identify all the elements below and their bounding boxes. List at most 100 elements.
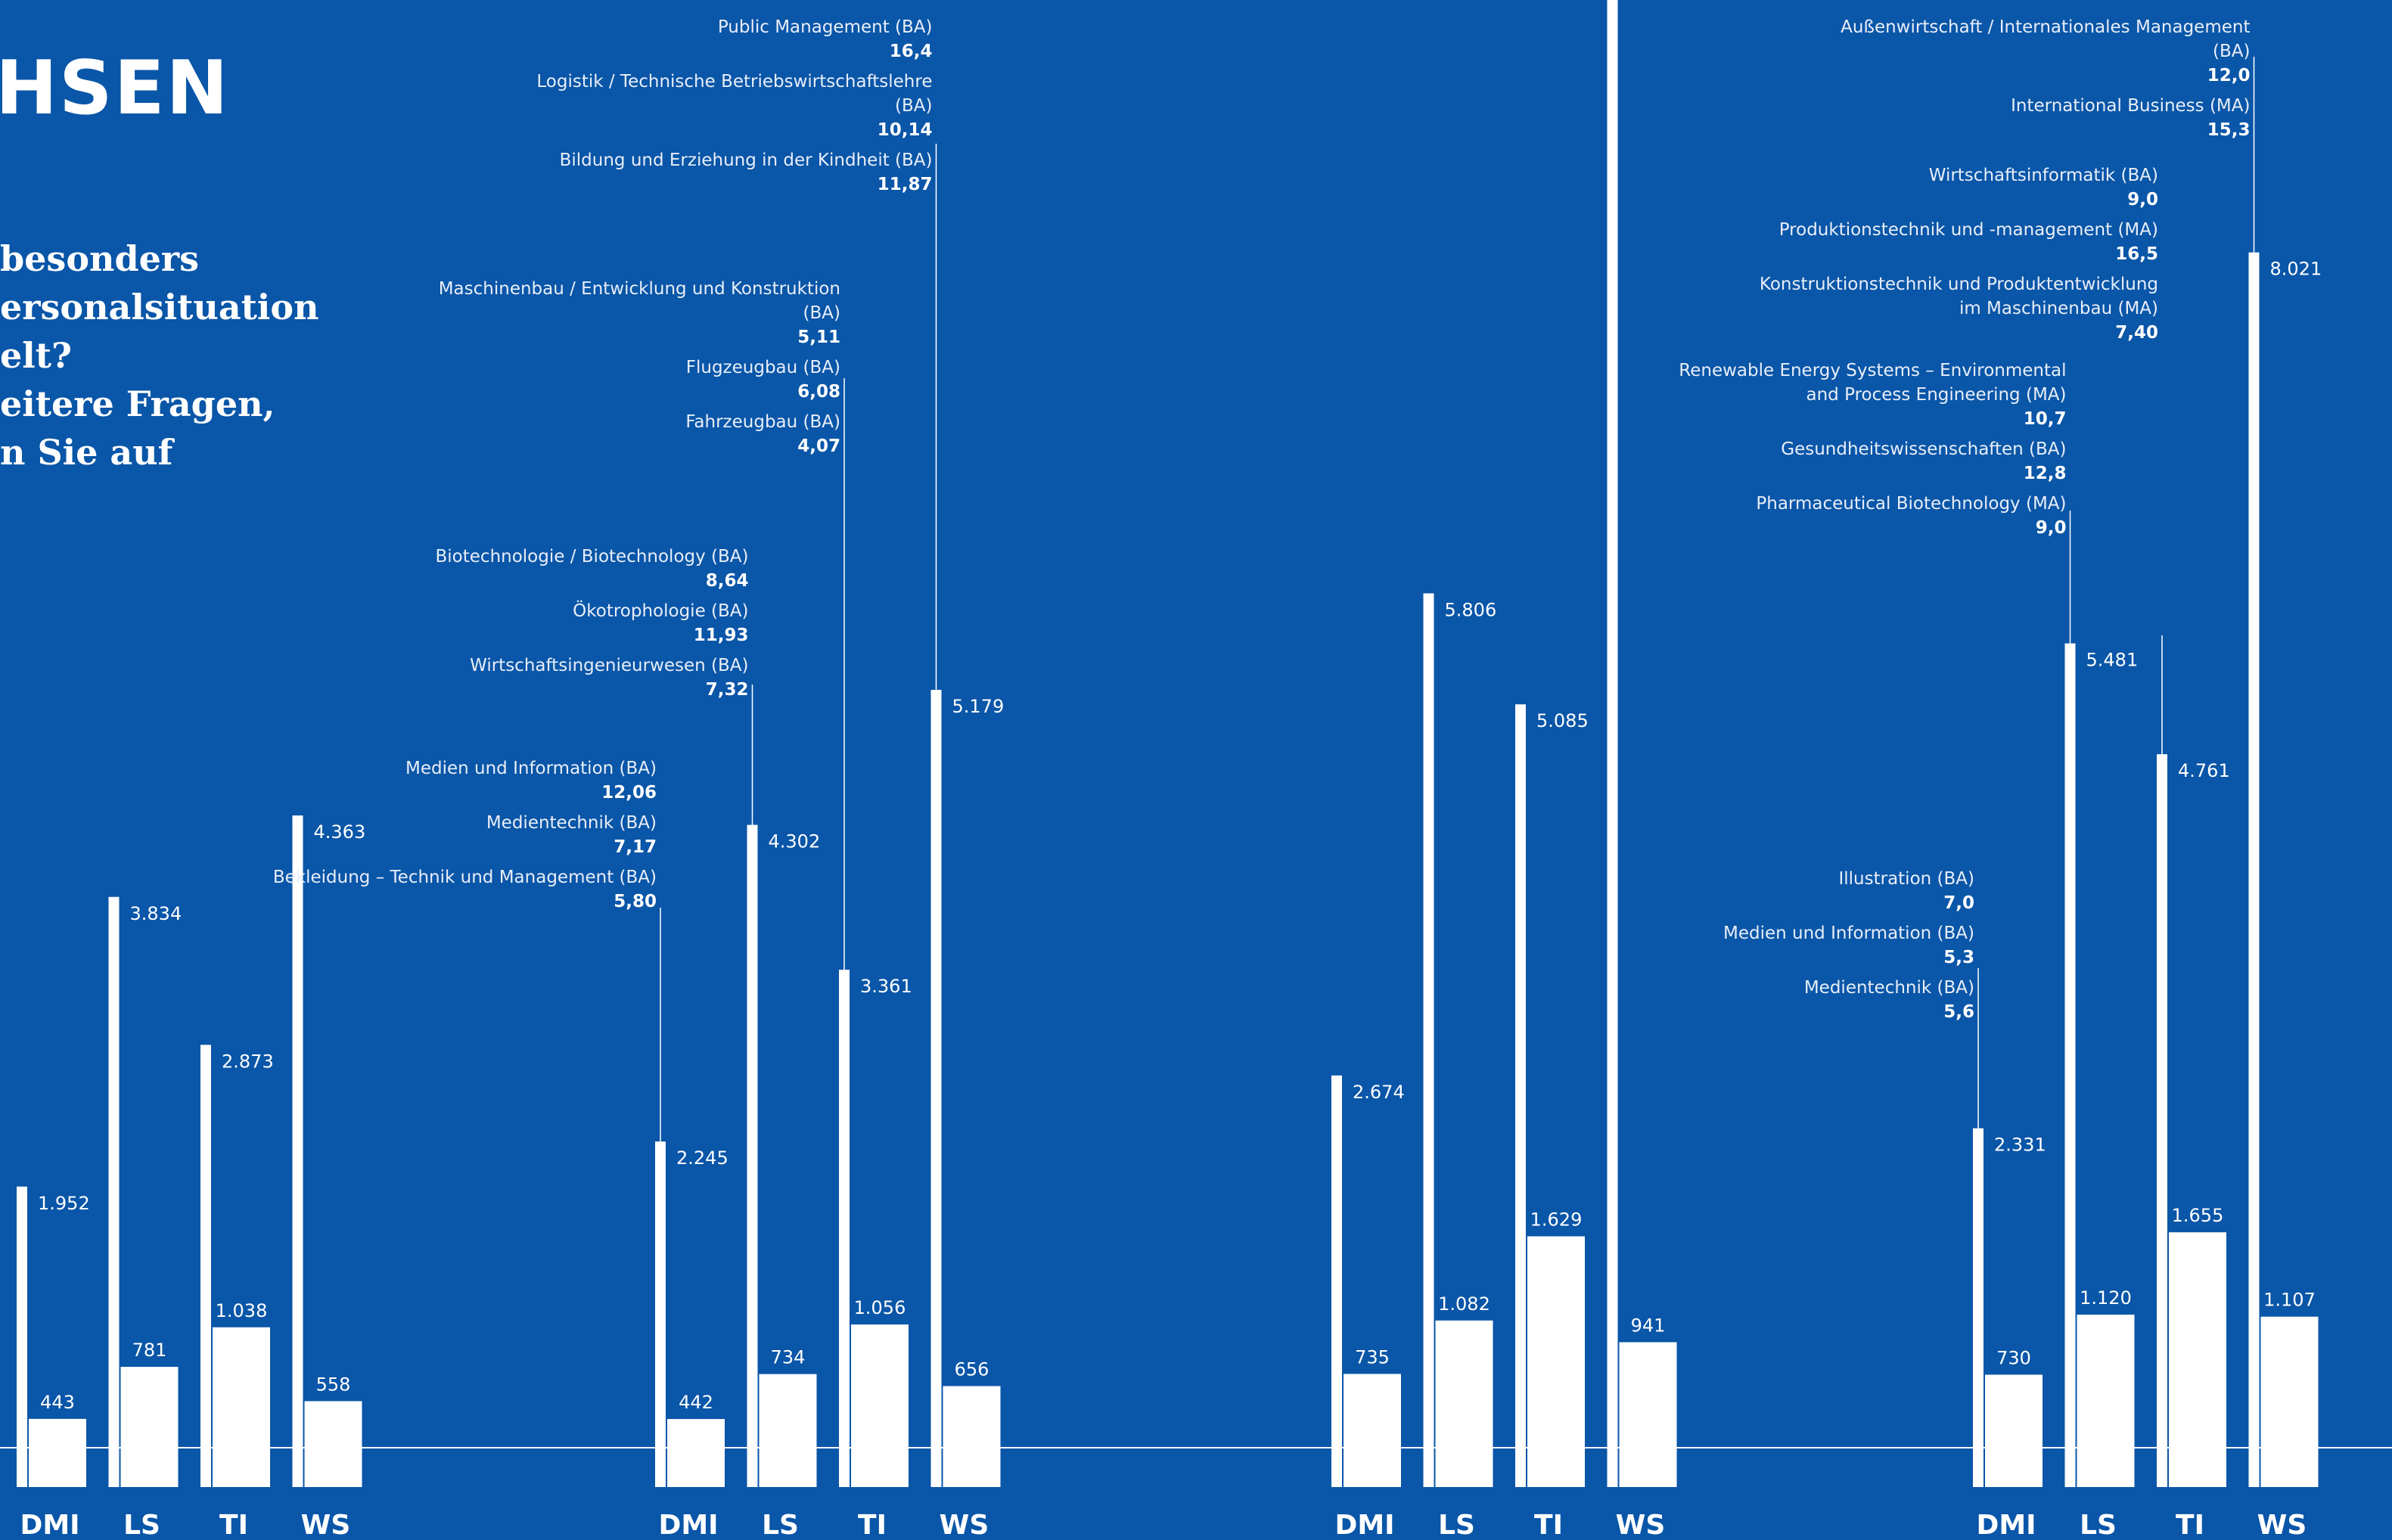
question-line: besonders xyxy=(0,238,200,279)
bar-subset xyxy=(759,1374,817,1487)
annotation-value: 16,5 xyxy=(2115,244,2158,264)
bar-total xyxy=(1607,0,1618,1487)
bar-total xyxy=(292,815,303,1487)
annotation-value: 12,06 xyxy=(601,783,657,803)
data-label-subset: 1.082 xyxy=(1438,1293,1490,1315)
annotation-value: 7,17 xyxy=(614,837,657,857)
bar-subset xyxy=(2260,1316,2319,1487)
annotation-program-name: Bekleidung – Technik und Management (BA) xyxy=(272,868,657,887)
annotation-item: Wirtschaftsinformatik (BA) 9,0 xyxy=(1735,163,2158,212)
annotation-item: Gesundheitswissenschaften (BA) 12,8 xyxy=(1643,437,2067,486)
annotation-value: 10,7 xyxy=(2023,409,2067,429)
bar-annotation: Medien und Information (BA) 12,06 Mediente… xyxy=(273,756,657,920)
annotation-item: International Business (MA) 15,3 xyxy=(1827,94,2250,142)
annotation-program-name: Renewable Energy Systems – Environmental… xyxy=(1679,361,2067,405)
annotation-value: 7,40 xyxy=(2115,323,2158,343)
data-label-total: 4.363 xyxy=(314,821,366,843)
bar-annotation: Maschinenbau / Entwicklung und Konstrukt… xyxy=(417,277,840,464)
annotation-value: 16,4 xyxy=(889,42,933,61)
bar-annotation: Renewable Energy Systems – Environmental… xyxy=(1643,359,2067,546)
annotation-program-name: Wirtschaftsingenieurwesen (BA) xyxy=(470,656,749,675)
bar-total xyxy=(1331,1075,1342,1487)
annotation-value: 6,08 xyxy=(797,382,840,402)
annotation-value: 11,93 xyxy=(693,626,749,645)
annotation-item: Medientechnik (BA) 5,6 xyxy=(1723,976,1974,1024)
annotation-program-name: Ökotrophologie (BA) xyxy=(573,601,749,621)
question-line: elt? xyxy=(0,335,72,376)
annotation-item: Ökotrophologie (BA) 11,93 xyxy=(436,599,749,647)
bar-subset xyxy=(1435,1320,1493,1487)
data-label-total: 5.085 xyxy=(1536,710,1589,731)
annotation-item: Fahrzeugbau (BA) 4,07 xyxy=(417,410,840,458)
data-label-subset: 734 xyxy=(771,1347,806,1368)
annotation-value: 7,32 xyxy=(705,680,749,700)
bar-subset xyxy=(851,1324,909,1487)
bar-total xyxy=(108,896,120,1487)
data-label-subset: 1.107 xyxy=(2263,1290,2316,1311)
category-label: WS xyxy=(301,1510,351,1540)
category-label: TI xyxy=(858,1510,887,1540)
bar-total xyxy=(200,1045,211,1487)
data-label-total: 4.761 xyxy=(2178,760,2230,781)
annotation-value: 12,8 xyxy=(2023,464,2067,483)
data-label-total: 5.179 xyxy=(952,696,1005,717)
bar-total xyxy=(2157,754,2167,1487)
bar-total xyxy=(1423,593,1434,1487)
data-label-subset: 735 xyxy=(1355,1346,1390,1368)
bar-annotation: Biotechnologie / Biotechnology (BA) 8,64 Ö… xyxy=(436,545,749,708)
data-label-total: 8.021 xyxy=(2270,259,2322,280)
annotation-program-name: Biotechnologie / Biotechnology (BA) xyxy=(435,547,749,567)
category-label: DMI xyxy=(1334,1510,1394,1540)
bar-total xyxy=(1515,704,1526,1487)
data-label-subset: 656 xyxy=(955,1359,989,1380)
annotation-program-name: Konstruktionstechnik und Produktentwickl… xyxy=(1759,275,2158,318)
bar-subset xyxy=(213,1327,270,1487)
category-label: LS xyxy=(123,1510,160,1540)
category-label: WS xyxy=(1616,1510,1666,1540)
bar-subset xyxy=(304,1401,362,1487)
annotation-program-name: Gesundheitswissenschaften (BA) xyxy=(1781,439,2067,459)
annotation-item: Illustration (BA) 7,0 xyxy=(1723,867,1974,915)
annotation-program-name: Medien und Information (BA) xyxy=(1723,924,1974,943)
data-label-subset: 1.629 xyxy=(1530,1209,1583,1230)
annotation-item: Außenwirtschaft / Internationales Manage… xyxy=(1827,15,2251,88)
annotation-value: 5,6 xyxy=(1943,1002,1974,1022)
data-label-total: 5.806 xyxy=(1445,599,1497,620)
data-label-total: 2.674 xyxy=(1353,1082,1405,1103)
data-label-total: 3.834 xyxy=(130,903,182,924)
annotation-item: Medien und Information (BA) 5,3 xyxy=(1723,921,1974,970)
bar-subset xyxy=(29,1418,86,1487)
annotation-item: Medien und Information (BA) 12,06 xyxy=(273,756,657,805)
annotation-program-name: Flugzeugbau (BA) xyxy=(685,358,840,377)
annotation-value: 4,07 xyxy=(797,436,840,456)
category-label: TI xyxy=(2176,1510,2204,1540)
data-label-subset: 1.038 xyxy=(216,1300,268,1321)
annotation-value: 7,0 xyxy=(1943,893,1974,913)
annotation-value: 5,3 xyxy=(1943,948,1974,967)
annotation-value: 12,0 xyxy=(2207,66,2251,85)
data-label-subset: 781 xyxy=(132,1340,167,1361)
annotation-item: Logistik / Technische Betriebswirtschaft… xyxy=(509,70,933,142)
question-line: n Sie auf xyxy=(0,432,173,473)
data-label-total: 4.302 xyxy=(769,831,821,852)
bar-total xyxy=(17,1186,27,1487)
bar-total xyxy=(2064,643,2076,1488)
annotation-item: Flugzeugbau (BA) 6,08 xyxy=(417,356,840,404)
annotation-program-name: Logistik / Technische Betriebswirtschaft… xyxy=(536,72,933,116)
annotation-item: Produktionstechnik und -management (MA) 1… xyxy=(1735,218,2158,266)
annotation-program-name: Bildung und Erziehung in der Kindheit (B… xyxy=(559,151,933,170)
bar-total xyxy=(1973,1128,1983,1487)
category-label: TI xyxy=(219,1510,248,1540)
annotation-item: Biotechnologie / Biotechnology (BA) 8,64 xyxy=(436,545,749,593)
annotation-value: 11,87 xyxy=(877,175,933,194)
category-label: DMI xyxy=(1976,1510,2036,1540)
bar-subset xyxy=(2169,1232,2226,1487)
bar-annotation: Public Management (BA) 16,4 Logistik / Tec… xyxy=(509,15,933,203)
bar-subset xyxy=(2077,1315,2135,1487)
data-label-subset: 443 xyxy=(40,1392,75,1413)
category-label: WS xyxy=(940,1510,989,1540)
bar-annotation: Wirtschaftsinformatik (BA) 9,0 Produktions… xyxy=(1735,163,2158,351)
page-title: HSEN xyxy=(0,45,230,132)
question-line: eitere Fragen, xyxy=(0,383,275,424)
